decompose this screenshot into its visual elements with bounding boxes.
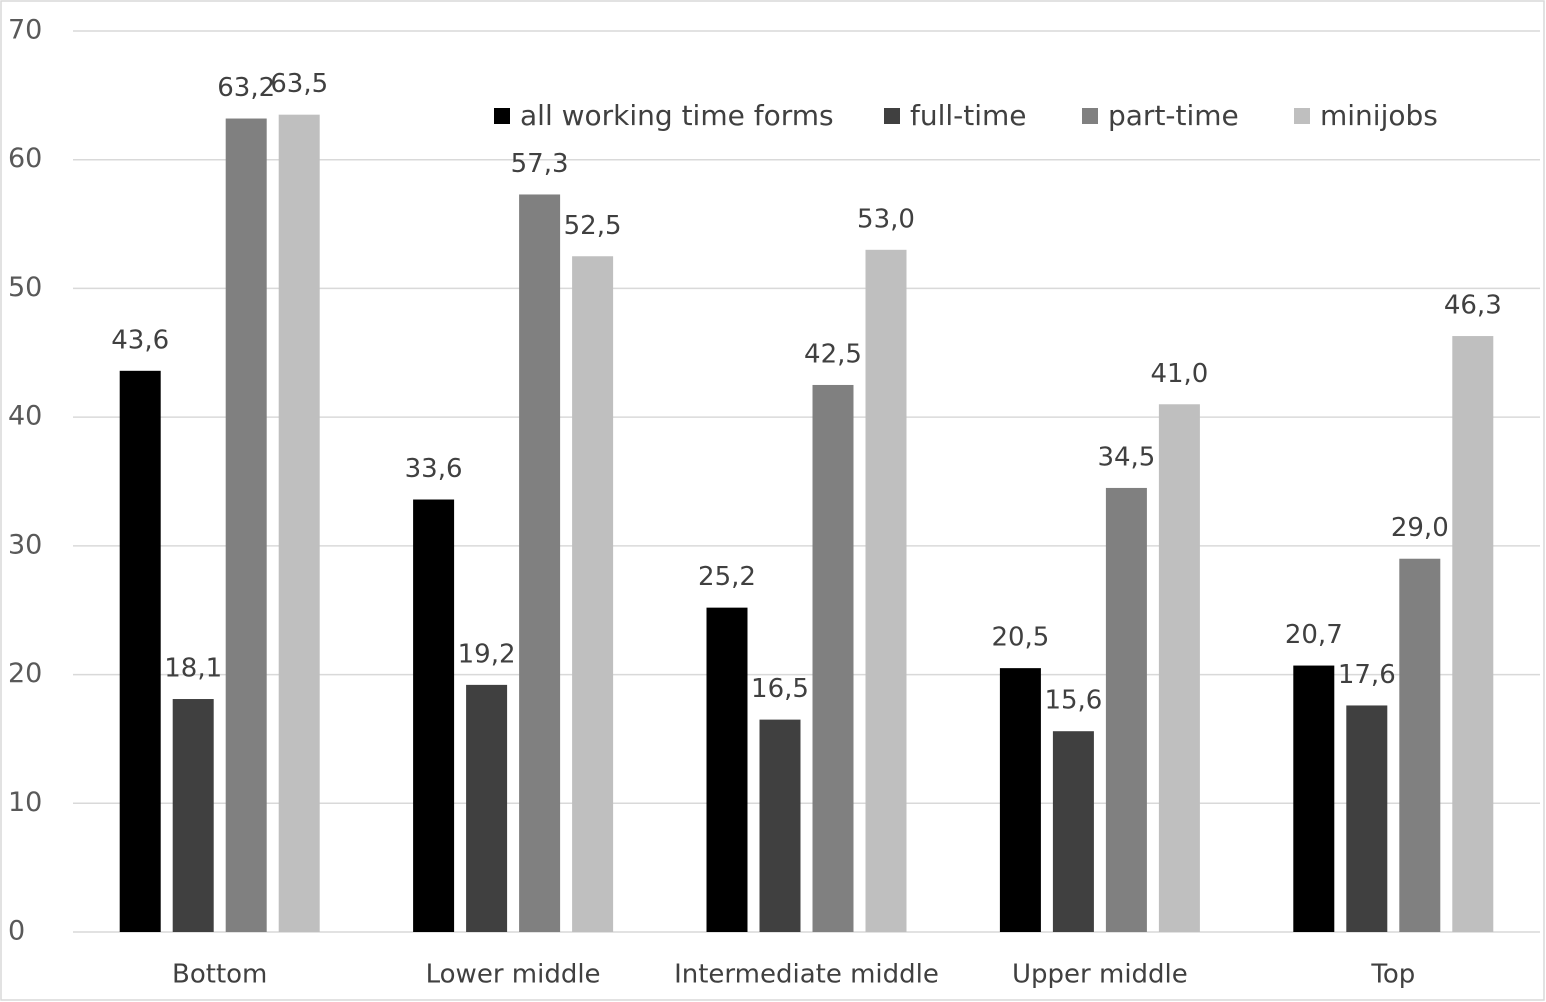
legend-label: minijobs (1320, 99, 1438, 132)
data-label: 53,0 (857, 204, 915, 234)
bar (1052, 731, 1094, 932)
data-label: 57,3 (511, 149, 569, 179)
y-tick-label: 0 (8, 916, 25, 947)
y-tick-label: 70 (8, 15, 42, 46)
y-tick-label: 10 (8, 787, 42, 818)
legend-swatch (1294, 108, 1310, 124)
bar (572, 256, 614, 932)
bar (706, 607, 748, 932)
bar (1158, 404, 1200, 932)
data-label: 20,7 (1285, 620, 1343, 650)
data-label: 17,6 (1338, 660, 1396, 690)
data-label: 52,5 (564, 211, 622, 241)
data-label: 29,0 (1391, 513, 1449, 543)
bar (1399, 558, 1441, 932)
bar (1346, 705, 1388, 932)
y-tick-label: 50 (8, 272, 42, 303)
y-tick-label: 40 (8, 401, 42, 432)
x-tick-label: Intermediate middle (674, 960, 939, 990)
bar (812, 384, 854, 932)
legend-swatch (494, 108, 510, 124)
x-tick-label: Top (1370, 960, 1415, 990)
y-tick-label: 30 (8, 529, 42, 560)
legend-label: all working time forms (520, 99, 834, 132)
data-label: 19,2 (458, 639, 516, 669)
data-label: 43,6 (111, 325, 169, 355)
y-tick-label: 20 (8, 658, 42, 689)
data-label: 42,5 (804, 339, 862, 369)
legend-swatch (1082, 108, 1098, 124)
data-label: 46,3 (1444, 291, 1502, 321)
bar (999, 668, 1041, 932)
bar (1452, 336, 1494, 932)
data-label: 20,5 (991, 623, 1049, 653)
data-label: 34,5 (1097, 442, 1155, 472)
y-tick-label: 60 (8, 143, 42, 174)
legend-label: part-time (1108, 99, 1239, 132)
x-tick-label: Upper middle (1012, 960, 1188, 990)
bar (225, 118, 267, 933)
data-label: 15,6 (1044, 686, 1102, 716)
legend-label: full-time (910, 99, 1027, 132)
bar (172, 699, 214, 932)
data-label: 63,5 (270, 69, 328, 99)
data-label: 16,5 (751, 674, 809, 704)
bar (1293, 665, 1335, 932)
x-tick-label: Bottom (172, 960, 267, 990)
bar (413, 499, 455, 932)
bar (278, 114, 320, 932)
bar (759, 719, 801, 932)
bar (119, 370, 161, 932)
bar (466, 684, 508, 932)
data-label: 25,2 (698, 562, 756, 592)
data-label: 18,1 (164, 654, 222, 684)
x-tick-label: Lower middle (426, 960, 601, 990)
legend-swatch (884, 108, 900, 124)
bar (519, 194, 561, 932)
data-label: 63,2 (217, 73, 275, 103)
bar (1105, 487, 1147, 932)
bar (865, 249, 907, 933)
data-label: 41,0 (1150, 359, 1208, 389)
data-label: 33,6 (405, 454, 463, 484)
